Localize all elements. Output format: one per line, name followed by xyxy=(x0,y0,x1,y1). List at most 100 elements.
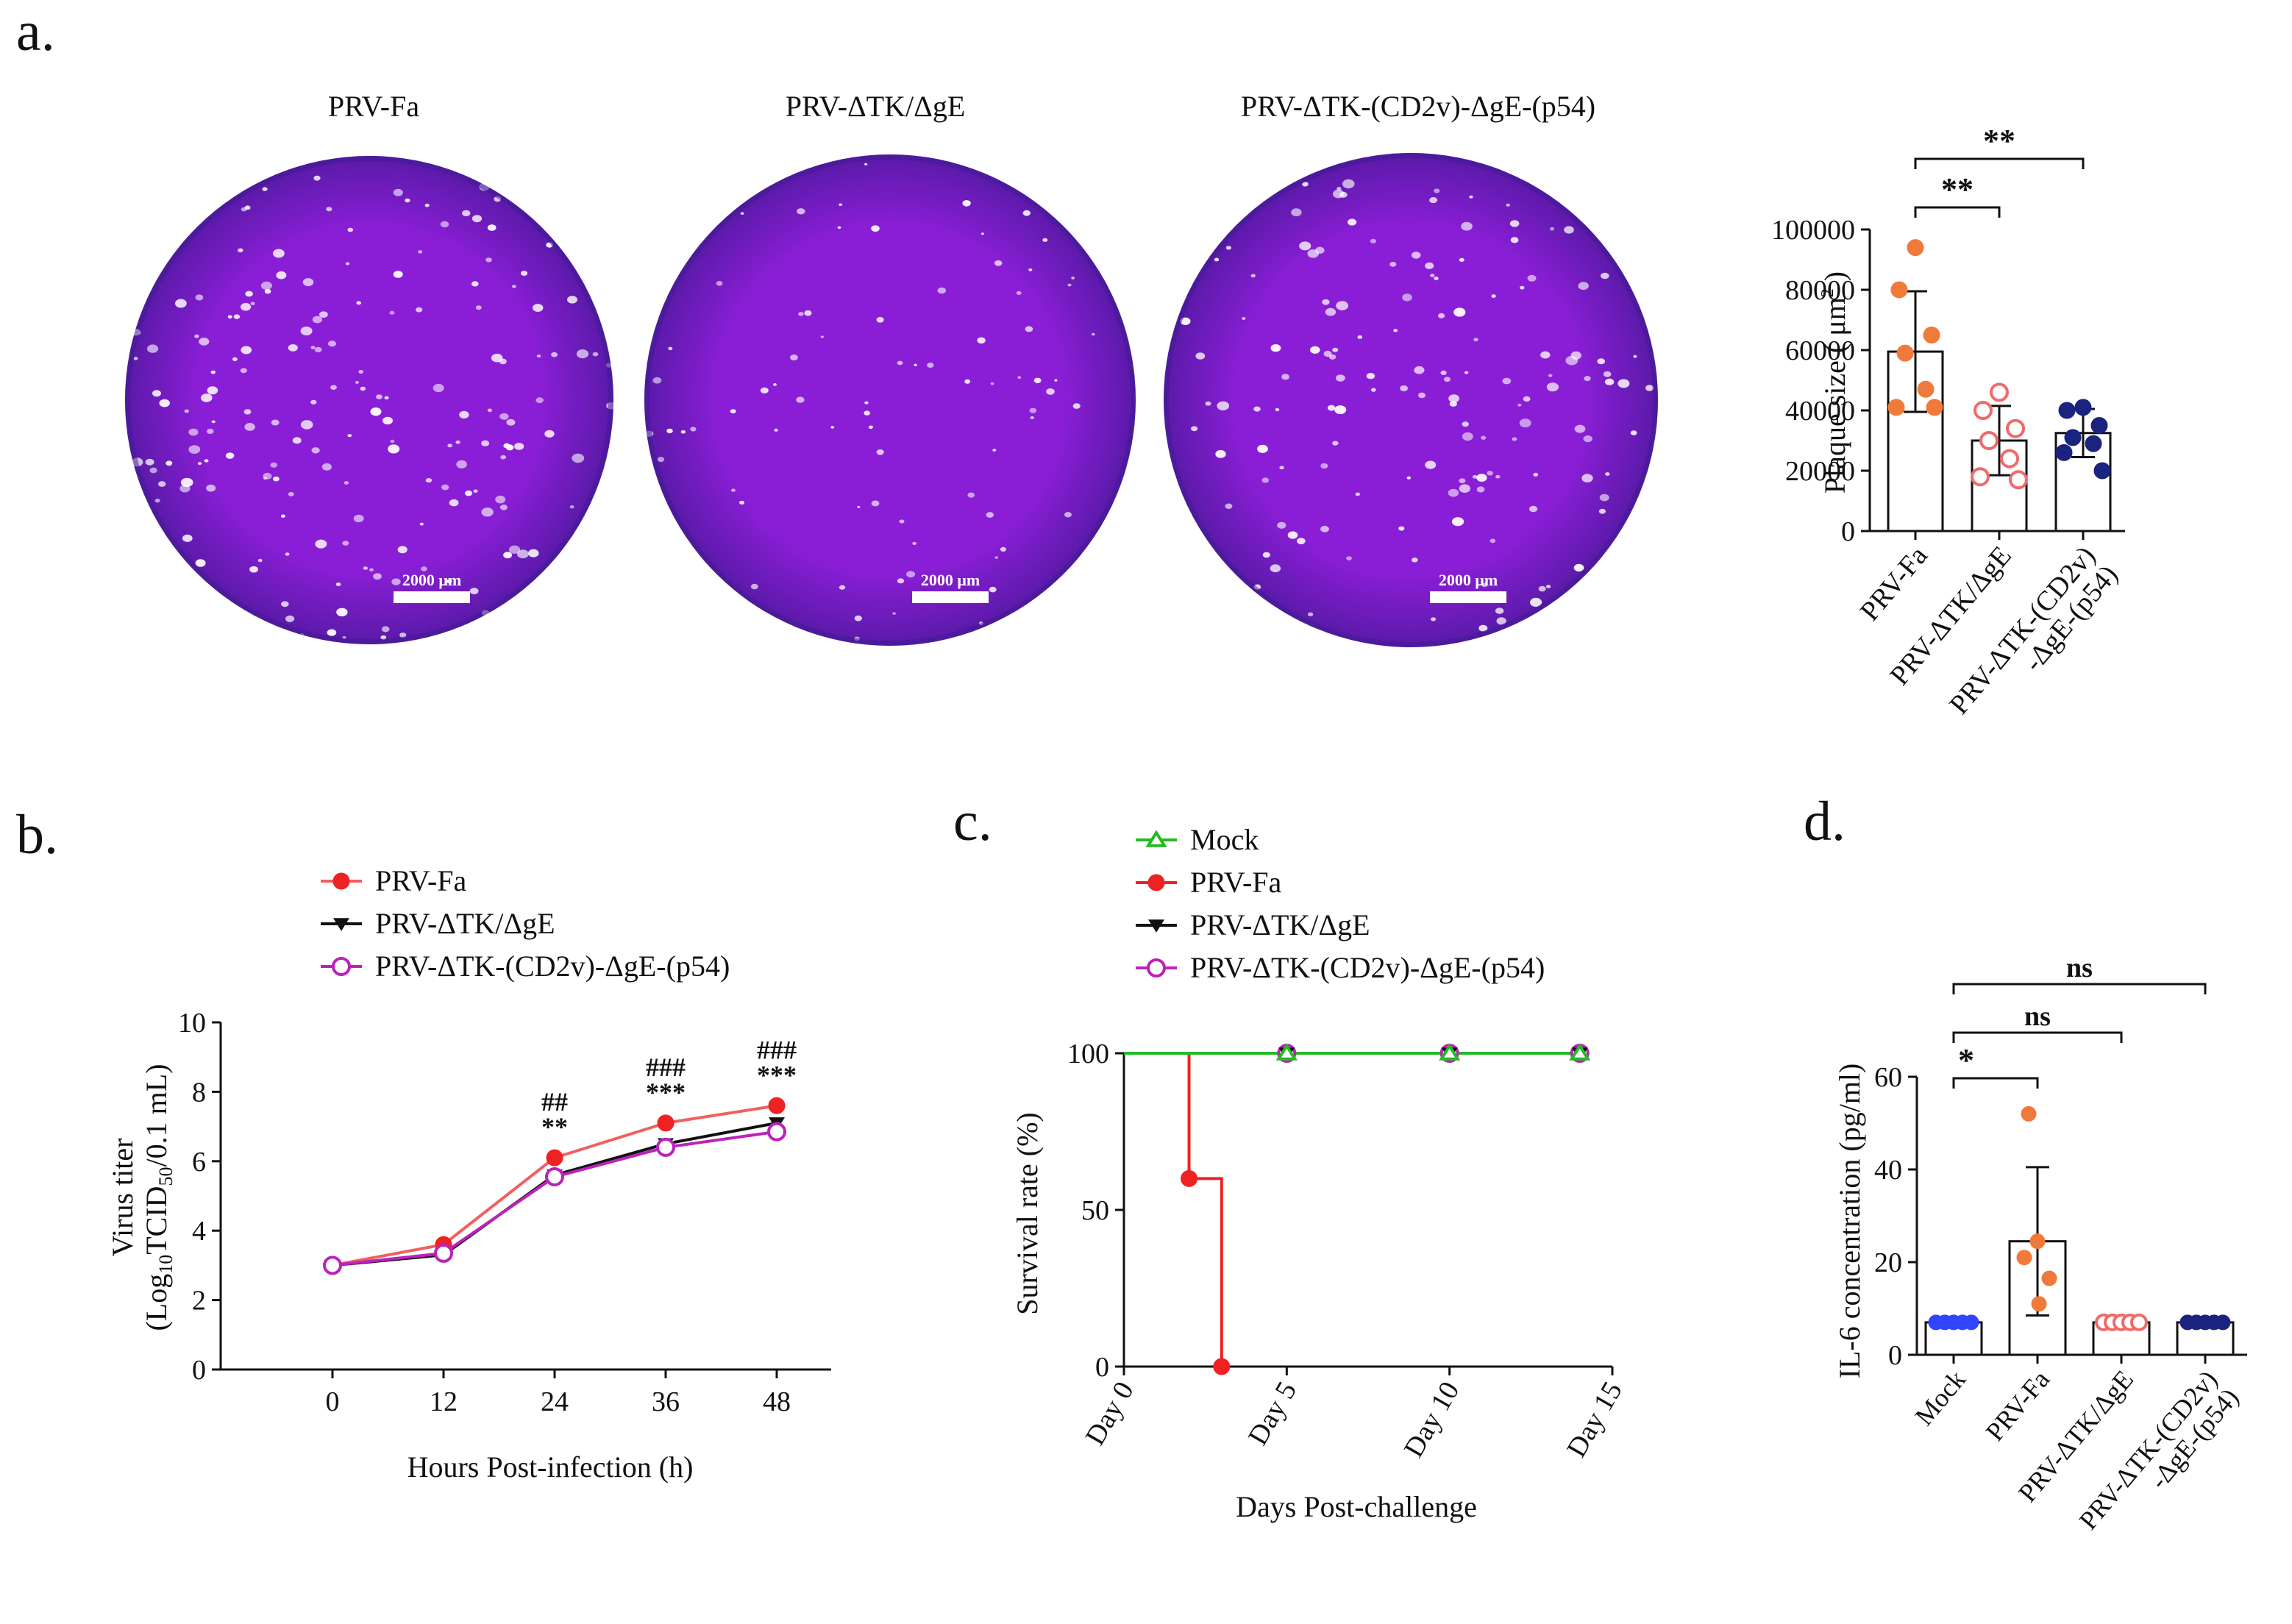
plaque xyxy=(1262,552,1270,558)
plaque xyxy=(994,260,1003,266)
data-point xyxy=(2130,1313,2148,1331)
plaque xyxy=(533,304,544,312)
plaque xyxy=(369,568,374,571)
plaque xyxy=(1357,335,1363,339)
data-point xyxy=(1147,958,1166,977)
plaque xyxy=(260,281,272,291)
data-point xyxy=(1275,1043,1298,1061)
plaque xyxy=(244,423,255,431)
x-tick-label-line: Mock xyxy=(1909,1364,1971,1431)
plaque xyxy=(839,585,846,590)
y-tick-label: 20 xyxy=(1874,1247,1902,1278)
plaque xyxy=(1459,484,1471,493)
significance-label: ns xyxy=(2024,1001,2051,1032)
plaque xyxy=(1449,401,1457,407)
plaque xyxy=(199,338,210,346)
plaque xyxy=(195,559,206,567)
plaque xyxy=(820,335,824,338)
plaque xyxy=(986,512,994,518)
plaque xyxy=(188,428,199,436)
plaque xyxy=(310,346,316,349)
plaque xyxy=(462,210,471,217)
plaque xyxy=(469,588,479,595)
plaque xyxy=(459,410,469,419)
plaque xyxy=(716,281,723,286)
plaque xyxy=(1444,377,1451,382)
plaque xyxy=(389,310,395,315)
plaque xyxy=(312,316,322,324)
plaque xyxy=(1540,351,1551,359)
plaque xyxy=(147,344,159,353)
plaque xyxy=(1481,435,1487,440)
plaque xyxy=(1323,350,1332,357)
plaque xyxy=(416,307,423,313)
plaque xyxy=(390,439,395,444)
data-point xyxy=(2090,417,2108,434)
plaque xyxy=(288,491,294,496)
data-point xyxy=(323,1256,342,1275)
plaque xyxy=(1430,274,1435,277)
plaque xyxy=(447,444,453,448)
data-point xyxy=(1990,382,2009,402)
plaque xyxy=(1601,272,1609,279)
plaque xyxy=(433,383,444,393)
plaque xyxy=(500,455,507,460)
y-axis-label-line2: (Log10TCID50/0.1 mL) xyxy=(140,1064,177,1331)
plaque xyxy=(1072,403,1081,409)
panel-label-d: d. xyxy=(1804,791,1846,852)
data-point xyxy=(1890,281,1908,299)
plaque xyxy=(273,249,285,258)
plaque xyxy=(271,419,280,426)
plaque xyxy=(1022,210,1031,216)
y-tick-label: 60000 xyxy=(1785,335,1855,366)
plaque xyxy=(1028,268,1033,271)
annotation: *** xyxy=(646,1078,686,1107)
legend-label: PRV-ΔTK/ΔgE xyxy=(375,907,555,940)
plaque xyxy=(1617,379,1630,388)
plaque xyxy=(652,377,662,384)
scale-bar xyxy=(394,591,470,603)
plaque xyxy=(1462,432,1473,441)
plaque xyxy=(1402,293,1412,302)
data-point xyxy=(657,1114,675,1132)
plaque xyxy=(314,346,322,353)
plaque xyxy=(419,522,424,526)
plaque xyxy=(666,428,673,434)
scale-bar xyxy=(1430,591,1506,603)
plaque xyxy=(1502,377,1512,385)
plaque xyxy=(1570,351,1581,360)
data-point xyxy=(2215,1314,2231,1331)
plaque xyxy=(1332,441,1339,446)
plaque xyxy=(1336,374,1345,382)
y-axis-label-line1: Virus titer xyxy=(106,1139,139,1257)
plaque xyxy=(730,488,736,492)
x-tick-label: Mock xyxy=(1909,1364,1971,1431)
plaque xyxy=(508,545,521,554)
data-point xyxy=(2029,1233,2046,1250)
plaque xyxy=(1645,385,1654,391)
data-point xyxy=(2074,399,2092,416)
plaque xyxy=(355,380,360,384)
plaque xyxy=(449,499,459,507)
plaque xyxy=(418,250,423,254)
plaque xyxy=(1310,346,1320,354)
plaque xyxy=(238,248,243,252)
plaque xyxy=(149,467,157,474)
plaque xyxy=(499,413,509,420)
plaque xyxy=(233,314,241,319)
plaque xyxy=(194,334,199,338)
data-point xyxy=(2041,1270,2057,1286)
y-axis-label: Plaque size ( μm2 ) xyxy=(1818,271,1851,494)
y-tick-label: 0 xyxy=(1888,1340,1902,1371)
plaque xyxy=(977,337,986,344)
data-point xyxy=(1147,874,1165,891)
data-point xyxy=(1926,399,1943,416)
plaque xyxy=(133,357,138,360)
plaque xyxy=(319,311,328,318)
plaque xyxy=(313,175,321,181)
data-point xyxy=(1896,344,1914,362)
plaque xyxy=(668,346,673,351)
data-point xyxy=(434,1243,453,1263)
plaque xyxy=(1603,371,1612,377)
